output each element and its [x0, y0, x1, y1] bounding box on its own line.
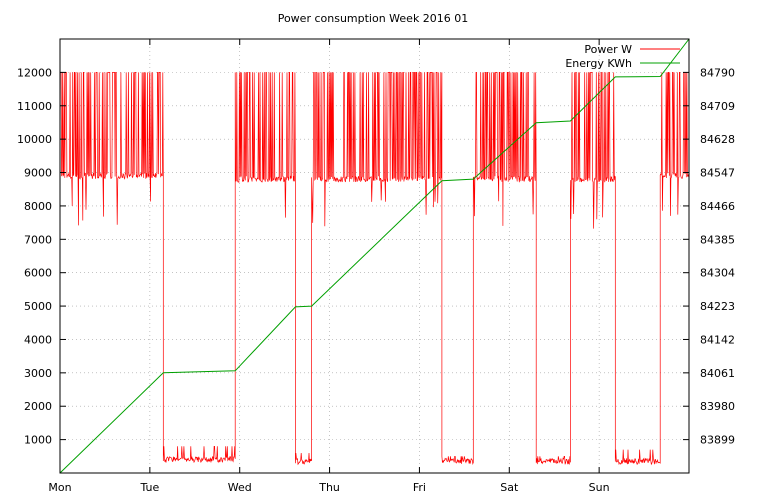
y-tick-label: 7000 [24, 233, 52, 246]
y2-tick-label: 84547 [700, 167, 735, 180]
x-tick-label: Tue [139, 481, 159, 494]
legend-label-energy: Energy KWh [565, 57, 632, 70]
energy-series [59, 38, 690, 474]
legend: Power W Energy KWh [565, 43, 680, 70]
y-tick-label: 5000 [24, 300, 52, 313]
x-tick-label: Sat [500, 481, 519, 494]
y-tick-label: 9000 [24, 167, 52, 180]
y2-tick-label: 84061 [700, 367, 735, 380]
x-tick-label: Sun [589, 481, 610, 494]
y-tick-label: 3000 [24, 367, 52, 380]
y-tick-label: 4000 [24, 333, 52, 346]
y2-tick-label: 84304 [700, 267, 735, 280]
y-tick-label: 2000 [24, 400, 52, 413]
y2-tick-label: 84385 [700, 233, 735, 246]
y2-tick-label: 84142 [700, 333, 735, 346]
y2-tick-label: 84466 [700, 200, 735, 213]
y2-tick-label: 84709 [700, 100, 735, 113]
chart-title: Power consumption Week 2016 01 [278, 12, 469, 25]
y-tick-label: 1000 [24, 434, 52, 447]
legend-label-power: Power W [584, 43, 632, 56]
y-tick-label: 12000 [17, 66, 52, 79]
y2-tick-label: 84223 [700, 300, 735, 313]
x-tick-label: Wed [228, 481, 252, 494]
plot-border [59, 38, 690, 474]
y2-tick-label: 84628 [700, 133, 735, 146]
axis-ticks: 1000 2000 3000 4000 5000 6000 7000 8000 9000 1000… [17, 39, 735, 494]
x-tick-label: Fri [413, 481, 426, 494]
energy-line [59, 38, 690, 474]
y-tick-label: 10000 [17, 133, 52, 146]
x-tick-label: Thu [318, 481, 340, 494]
y-tick-label: 11000 [17, 100, 52, 113]
y2-tick-label: 83980 [700, 400, 735, 413]
power-line [60, 72, 690, 466]
y-tick-label: 6000 [24, 267, 52, 280]
power-series [60, 72, 690, 466]
y2-tick-label: 83899 [700, 434, 735, 447]
x-tick-label: Mon [48, 481, 71, 494]
y-tick-label: 8000 [24, 200, 52, 213]
y2-tick-label: 84790 [700, 66, 735, 79]
